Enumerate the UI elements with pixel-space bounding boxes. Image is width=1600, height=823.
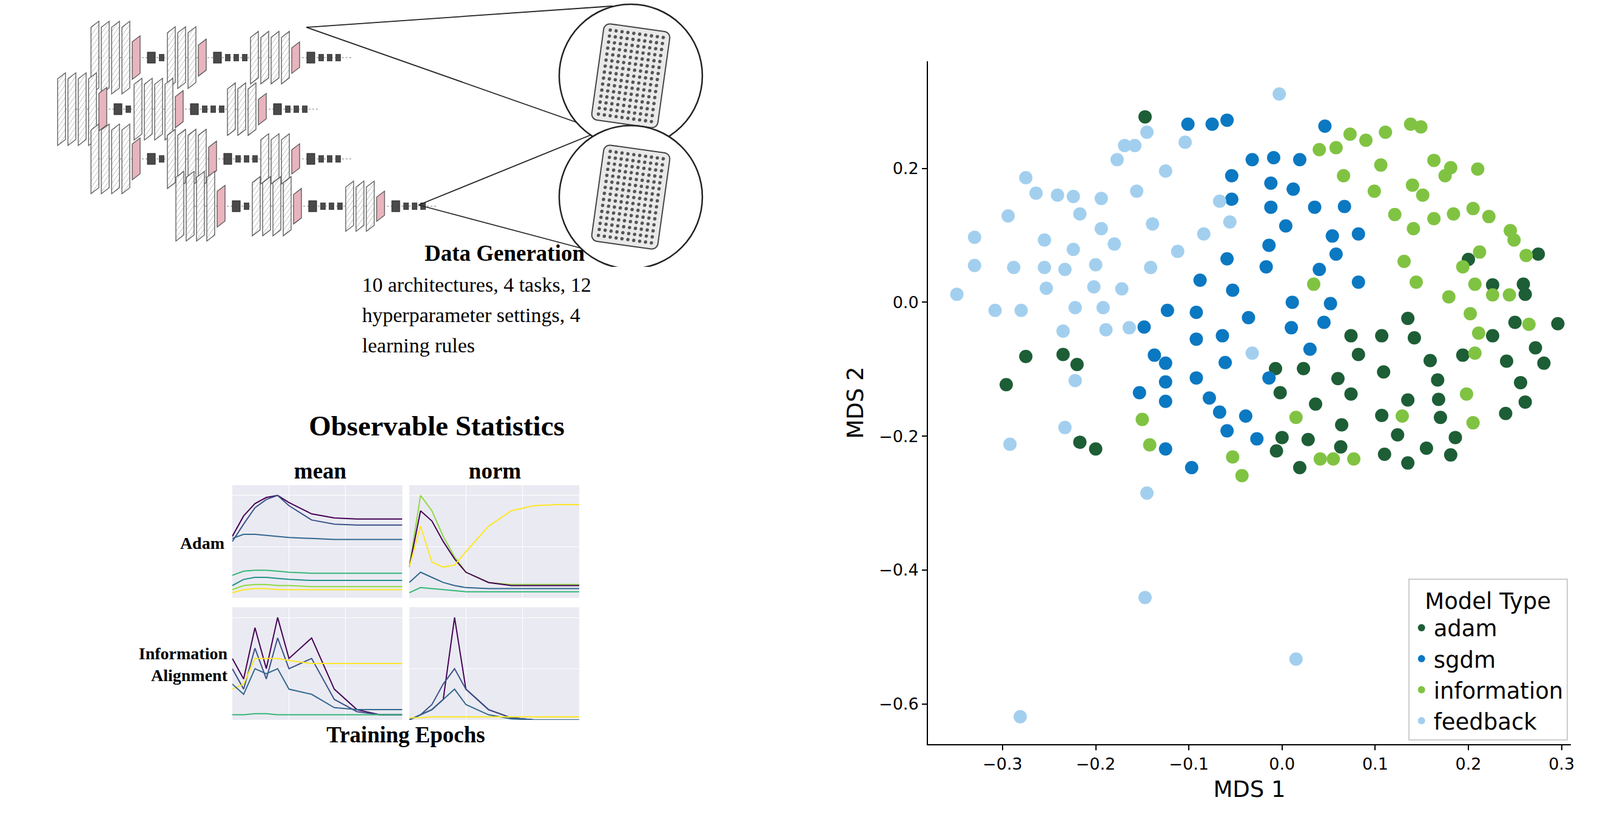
svg-text:MDS 2: MDS 2 (842, 366, 869, 439)
svg-text:−0.2: −0.2 (878, 426, 919, 446)
svg-text:sgdm: sgdm (1433, 647, 1496, 674)
svg-text:0.1: 0.1 (1362, 754, 1389, 774)
html-text:Data Generation: Data Generation (424, 240, 585, 266)
html-text:Adam: Adam (180, 533, 225, 553)
html-text:Observable Statistics: Observable Statistics (308, 410, 565, 442)
html-text:10 architectures, 4 tasks, 12: 10 architectures, 4 tasks, 12 hyperparam… (362, 273, 592, 357)
html-text:norm: norm (468, 458, 522, 484)
svg-text:0.2: 0.2 (892, 158, 919, 178)
svg-text:−0.2: −0.2 (1075, 754, 1116, 774)
svg-text:Model Type: Model Type (1424, 588, 1551, 615)
svg-text:0.0: 0.0 (1268, 754, 1295, 774)
svg-text:0.0: 0.0 (892, 292, 919, 312)
svg-text:adam: adam (1433, 615, 1498, 642)
svg-text:information: information (1433, 678, 1564, 705)
svg-text:−0.1: −0.1 (1168, 754, 1209, 774)
svg-text:−0.3: −0.3 (982, 754, 1023, 774)
svg-text:−0.6: −0.6 (878, 694, 919, 714)
svg-text:−0.4: −0.4 (878, 560, 919, 580)
html-text:mean: mean (294, 458, 347, 484)
svg-text:0.3: 0.3 (1548, 754, 1575, 774)
svg-text:MDS 1: MDS 1 (1213, 776, 1286, 803)
html-text:Information Alignment: Information Alignment (138, 644, 228, 685)
html-text:Training Epochs: Training Epochs (326, 722, 486, 748)
svg-text:feedback: feedback (1433, 709, 1538, 736)
svg-text:0.2: 0.2 (1455, 754, 1482, 774)
